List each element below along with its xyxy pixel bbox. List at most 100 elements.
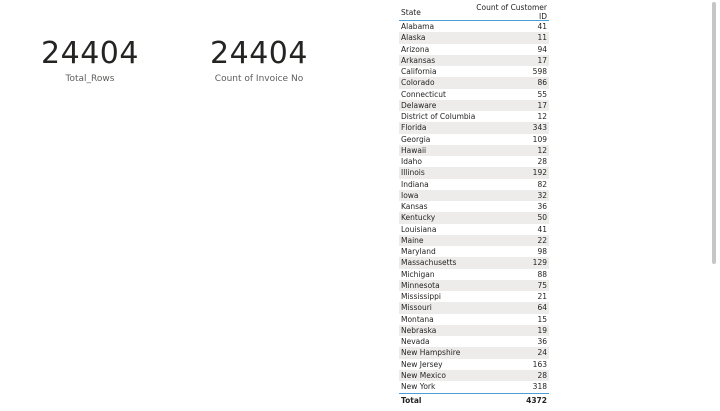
state-cell: New York: [401, 382, 436, 392]
state-cell: Arkansas: [401, 55, 436, 65]
count-cell: 55: [537, 89, 547, 99]
count-cell: 598: [532, 67, 547, 77]
state-cell: Delaware: [401, 100, 437, 110]
state-cell: Indiana: [401, 179, 429, 189]
table-row[interactable]: Florida 343: [399, 122, 549, 134]
count-cell: 17: [537, 55, 547, 65]
table-row[interactable]: Illinois 192: [399, 167, 549, 179]
count-cell: 64: [537, 303, 547, 313]
state-cell: Kansas: [401, 202, 428, 212]
table-row[interactable]: District of Columbia 12: [399, 111, 549, 122]
table-row[interactable]: Idaho 28: [399, 156, 549, 167]
table-row[interactable]: Nevada 36: [399, 336, 549, 347]
table-body: Alabama 41 Alaska 11 Arizona 94 Arkansas 17 Cali…: [399, 21, 549, 392]
count-cell: 28: [537, 157, 547, 167]
state-cell: Iowa: [401, 190, 419, 200]
table-row[interactable]: California 598: [399, 66, 549, 77]
table-row[interactable]: Maryland 98: [399, 246, 549, 257]
table-row[interactable]: Montana 15: [399, 314, 549, 325]
table-row[interactable]: Kansas 36: [399, 201, 549, 212]
table-row[interactable]: New Jersey 163: [399, 359, 549, 370]
table-row[interactable]: Georgia 109: [399, 134, 549, 145]
card-value: 24404: [210, 36, 308, 71]
state-cell: Maryland: [401, 247, 436, 257]
total-label: Total: [401, 396, 422, 406]
count-cell: 12: [537, 145, 547, 155]
table-row[interactable]: Michigan 88: [399, 269, 549, 280]
count-cell: 50: [537, 213, 547, 223]
table-row[interactable]: Colorado 86: [399, 77, 549, 89]
state-cell: Hawaii: [401, 145, 427, 155]
count-cell: 11: [537, 33, 547, 43]
table-row[interactable]: New Mexico 28: [399, 369, 549, 381]
state-cell: Illinois: [401, 168, 425, 178]
state-cell: Michigan: [401, 269, 435, 279]
state-customer-table[interactable]: State Count of Customer ID Alabama 41 Alas…: [399, 3, 549, 407]
state-cell: Colorado: [401, 78, 435, 88]
table-row[interactable]: Alaska 11: [399, 32, 549, 44]
count-cell: 98: [537, 247, 547, 257]
table-row[interactable]: Arkansas 17: [399, 54, 549, 66]
state-cell: Maine: [401, 235, 424, 245]
table-row[interactable]: Nebraska 19: [399, 324, 549, 336]
invoice-count-card[interactable]: 24404 Count of Invoice No: [209, 37, 309, 85]
count-column-header[interactable]: Count of Customer ID: [476, 3, 547, 21]
count-cell: 36: [537, 202, 547, 212]
count-cell: 94: [537, 44, 547, 54]
table-row[interactable]: Hawaii 12: [399, 144, 549, 156]
state-cell: Connecticut: [401, 89, 446, 99]
count-cell: 41: [537, 224, 547, 234]
card-label: Total_Rows: [65, 74, 115, 84]
count-cell: 41: [537, 22, 547, 32]
count-cell: 82: [537, 179, 547, 189]
page-scrollbar[interactable]: [712, 2, 716, 264]
state-cell: Alaska: [401, 33, 426, 43]
table-row[interactable]: Massachusetts 129: [399, 257, 549, 269]
count-cell: 28: [537, 370, 547, 380]
table-row[interactable]: Mississippi 21: [399, 291, 549, 302]
table-row[interactable]: Minnesota 75: [399, 279, 549, 291]
total-value: 4372: [526, 396, 547, 406]
table-row[interactable]: Connecticut 55: [399, 89, 549, 100]
count-cell: 318: [532, 382, 547, 392]
table-row[interactable]: Maine 22: [399, 234, 549, 246]
table-row[interactable]: Kentucky 50: [399, 212, 549, 224]
table-row[interactable]: Delaware 17: [399, 99, 549, 111]
state-cell: Montana: [401, 314, 434, 324]
state-cell: Nebraska: [401, 325, 437, 335]
count-cell: 109: [532, 134, 547, 144]
card-label: Count of Invoice No: [214, 74, 304, 84]
state-cell: District of Columbia: [401, 112, 476, 122]
count-cell: 15: [537, 314, 547, 324]
total-rows-card[interactable]: 24404 Total_Rows: [40, 37, 140, 85]
count-cell: 343: [532, 123, 547, 133]
count-cell: 129: [532, 258, 547, 268]
count-cell: 86: [537, 78, 547, 88]
count-cell: 24: [537, 348, 547, 358]
table-row[interactable]: Indiana 82: [399, 179, 549, 190]
state-cell: Kentucky: [401, 213, 436, 223]
count-cell: 32: [537, 190, 547, 200]
table-row[interactable]: Arizona 94: [399, 44, 549, 55]
table-header: State Count of Customer ID: [399, 3, 549, 21]
table-row[interactable]: Louisiana 41: [399, 224, 549, 235]
state-cell: Idaho: [401, 157, 422, 167]
table-row[interactable]: New Hampshire 24: [399, 347, 549, 359]
state-cell: New Mexico: [401, 370, 446, 380]
state-cell: Minnesota: [401, 280, 440, 290]
table-row[interactable]: Iowa 32: [399, 189, 549, 201]
state-cell: Louisiana: [401, 224, 437, 234]
count-cell: 36: [537, 337, 547, 347]
state-cell: Missouri: [401, 303, 432, 313]
count-cell: 22: [537, 235, 547, 245]
state-cell: Nevada: [401, 337, 430, 347]
state-cell: Massachusetts: [401, 258, 457, 268]
state-cell: California: [401, 67, 437, 77]
state-cell: Alabama: [401, 22, 435, 32]
state-column-header[interactable]: State: [401, 7, 421, 17]
count-cell: 19: [537, 325, 547, 335]
table-row[interactable]: New York 318: [399, 381, 549, 392]
table-row[interactable]: Alabama 41: [399, 21, 549, 32]
table-row[interactable]: Missouri 64: [399, 302, 549, 314]
state-cell: Mississippi: [401, 292, 441, 302]
